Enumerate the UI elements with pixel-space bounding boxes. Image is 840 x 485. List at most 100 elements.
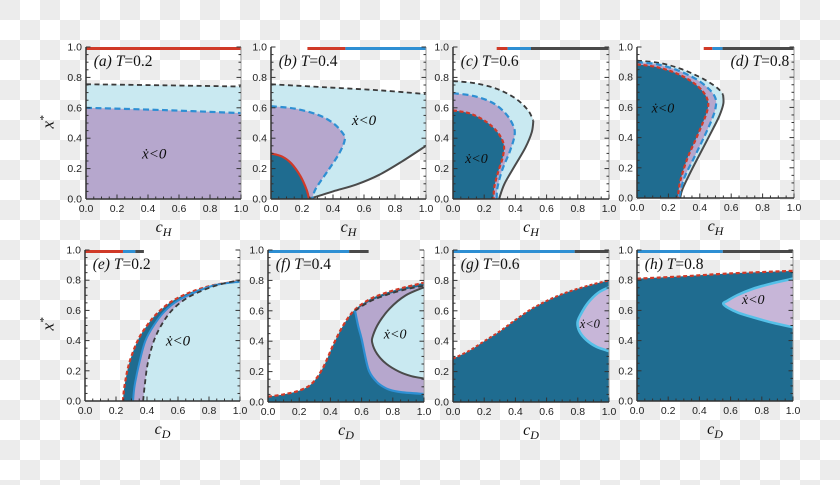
y-tick-label: 0.0 [434,397,449,409]
x-tick-label: 0.2 [477,406,492,418]
y-tick-label: 0.2 [66,365,81,377]
boundary-dark-solid [498,120,535,199]
y-tick-label: 0.0 [66,396,81,408]
x-tick-label: 1.0 [602,406,617,418]
x-tick-label: 0.2 [110,203,125,215]
y-tick-label: 0.6 [618,102,633,114]
region-label: ẋ<0 [741,293,765,308]
panel-a: 0.0 0.0 0.2 0.2 0.4 0.4 0.6 0.6 0.8 0.8 1.0 1.0 (a) … [56,42,249,240]
boundary-dark-solid [679,94,725,198]
y-tick-label: 0.6 [249,305,264,317]
region-purple-lobe [723,278,793,328]
boundary-black-dashed [452,80,535,122]
x-tick-label: 0.4 [692,405,707,417]
x-axis-title: cD [707,421,723,441]
y-tick-label: 0.6 [434,102,449,114]
boundary-blue-dashed [636,61,718,198]
x-tick-label: 0.4 [508,406,523,418]
region-teal-lobe [637,64,709,198]
boundary-red-dashed [121,279,241,401]
y-tick-label: 1.0 [252,42,267,54]
x-tick-label: 0.6 [357,203,372,215]
y-tick-label: 1.0 [66,245,81,257]
panel-plot-e: 0.00.0 0.2 0.2 0.4 0.4 0.6 0.6 0.8 0.8 1.0 1.0 (e) … [66,245,247,442]
x-tick-label: 1.0 [786,405,801,417]
y-tick-label: 0.8 [618,72,633,84]
boundary-dark-solid [370,286,425,380]
y-tick-label: 0.8 [434,72,449,84]
x-axis-title: cD [155,421,171,441]
boundary-red-dashed [267,281,425,398]
region-teal-region [453,280,609,402]
y-tick-label: 0.8 [434,275,449,287]
y-tick-label: 0.6 [618,305,633,317]
panel-e: 0.0 0.0 0.2 0.2 0.4 0.4 0.6 0.6 0.8 0.8 1.0 1.0 (e) … [55,245,248,442]
panel-plot-c: 0.00.0 0.2 0.2 0.4 0.4 0.6 0.6 0.8 0.8 1.0 1.0 (c) … [434,42,617,240]
region-label: ẋ<0 [351,113,377,129]
y-tick-label: 0.0 [252,194,267,206]
y-tick-label: 0.0 [67,194,82,206]
x-tick-label: 0.4 [326,203,341,215]
panel-c: 0.0 0.0 0.2 0.2 0.4 0.4 0.6 0.6 0.8 0.8 1.0 1.0 (c) … [423,42,617,240]
region-label: ẋ<0 [651,101,675,116]
panel-d: 0.0 0.0 0.2 0.2 0.4 0.4 0.6 0.6 0.8 0.8 1.0 1.0 (d) … [607,42,802,239]
x-tick-label: 0.0 [79,203,94,215]
x-tick-label: 0.0 [264,203,279,215]
boundary-lightblue-solid [576,286,610,353]
boundary-red-dashed [452,109,506,199]
x-tick-label: 1.0 [787,202,802,214]
x-tick-label: 0.4 [508,203,523,215]
panel-plot-h: 0.00.0 0.2 0.2 0.4 0.4 0.6 0.6 0.8 0.8 1.0 1.0 (h) … [618,245,801,442]
y-tick-label: 0.6 [252,102,267,114]
boundary-black-dashed [85,83,242,88]
boundary-blue-solid [353,310,425,396]
x-tick-label: 0.2 [477,203,492,215]
x-tick-label: 0.2 [295,203,310,215]
x-tick-label: 1.0 [419,203,434,215]
region-label: ẋ<0 [165,334,191,350]
panel-title: (b) T=0.4 [279,53,338,70]
x-tick-label: 0.8 [755,202,770,214]
x-tick-label: 0.4 [141,203,156,215]
x-tick-label: 0.6 [539,203,554,215]
x-tick-label: 0.6 [354,406,369,418]
x-tick-label: 1.0 [234,203,249,215]
x-axis-title: cH [523,219,540,239]
boundary-red-dashed [452,279,610,360]
boundary-red-dashed [636,63,710,198]
y-tick-label: 1.0 [618,245,633,257]
panel-g: 0.0 0.0 0.2 0.2 0.4 0.4 0.6 0.6 0.8 0.8 1.0 1.0 (g) … [423,245,617,443]
panel-title: (g) T=0.6 [461,256,520,273]
x-tick-label: 0.8 [570,203,585,215]
y-tick-label: 1.0 [434,245,449,257]
y-tick-label: 0.6 [434,305,449,317]
x-tick-label: 0.2 [292,406,307,418]
panel-title: (h) T=0.8 [645,256,704,273]
x-tick-label: 0.4 [323,406,338,418]
x-axis-title: cH [708,218,725,238]
panel-plot-f: 0.00.0 0.2 0.2 0.4 0.4 0.6 0.6 0.8 0.8 1.0 1.0 (f) … [249,245,431,443]
y-tick-label: 0.0 [618,193,633,205]
x-tick-label: 0.0 [261,406,276,418]
y-tick-label: 0.8 [252,72,267,84]
boundary-red-solid [270,152,311,199]
x-tick-label: 0.8 [754,405,769,417]
panel-h: 0.0 0.0 0.2 0.2 0.4 0.4 0.6 0.6 0.8 0.8 1.0 1.0 (h) … [607,245,801,442]
panel-plot-b: 0.00.0 0.2 0.2 0.4 0.4 0.6 0.6 0.8 0.8 1.0 1.0 (b) … [252,42,434,240]
y-tick-label: 0.0 [434,194,449,206]
y-tick-label: 0.4 [67,133,82,145]
y-tick-label: 0.2 [618,162,633,174]
y-tick-label: 0.6 [67,102,82,114]
x-axis-title: cH [156,219,173,239]
x-tick-label: 1.0 [602,203,617,215]
region-label: ẋ<0 [464,152,488,167]
region-purple-lobe [577,287,609,352]
boundary-red-dashed [636,269,794,280]
y-tick-label: 0.4 [434,133,449,145]
y-tick-label: 0.4 [249,336,264,348]
y-tick-label: 0.0 [249,397,264,409]
panel-title: (c) T=0.6 [461,53,519,70]
boundary-black-dashed [636,59,724,96]
panel-f: 0.0 0.0 0.2 0.2 0.4 0.4 0.6 0.6 0.8 0.8 1.0 1.0 (f) … [238,245,432,443]
